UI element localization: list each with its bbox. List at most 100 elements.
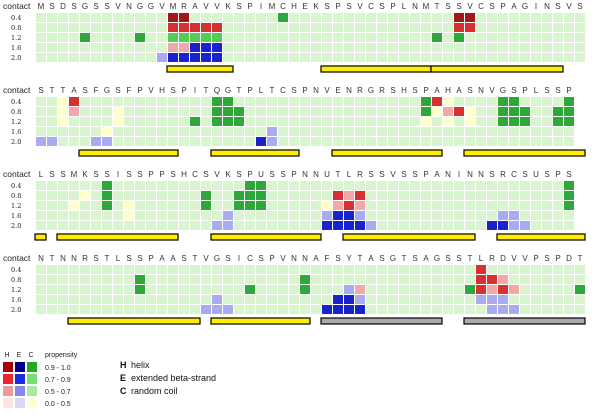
heatmap-cell xyxy=(454,127,464,136)
heatmap-cell xyxy=(344,53,354,62)
heatmap-cell xyxy=(278,97,288,106)
heatmap-cell xyxy=(124,53,134,62)
heatmap-cell xyxy=(498,107,508,116)
heatmap-cell xyxy=(476,201,486,210)
residue-letter: A xyxy=(192,2,198,11)
heatmap-cell xyxy=(344,305,354,314)
residue-letter: T xyxy=(435,2,440,11)
structure-bar xyxy=(342,233,476,241)
legend-key: C xyxy=(120,386,127,396)
heatmap-cell xyxy=(542,305,552,314)
heatmap-cell xyxy=(454,53,464,62)
heatmap-cell xyxy=(223,43,233,52)
heatmap-cell xyxy=(322,117,332,126)
heatmap-cell xyxy=(487,221,497,230)
heatmap-cell xyxy=(256,201,266,210)
residue-letter: S xyxy=(225,254,230,263)
heatmap-cell xyxy=(531,305,541,314)
heatmap-cell xyxy=(476,221,486,230)
heatmap-cell xyxy=(278,211,288,220)
heatmap-cell xyxy=(58,97,68,106)
heatmap-cell xyxy=(190,107,200,116)
residue-letter: V xyxy=(566,2,572,11)
heatmap-cell xyxy=(520,137,530,146)
heatmap-cell xyxy=(432,201,442,210)
heatmap-cell xyxy=(300,191,310,200)
heatmap-cell xyxy=(355,285,365,294)
contact-row-label: 1.2 xyxy=(11,118,21,126)
heatmap-cell xyxy=(476,33,486,42)
residue-letter: K xyxy=(225,170,231,179)
heatmap-cell xyxy=(102,275,112,284)
heatmap-cell xyxy=(47,97,57,106)
heatmap-cell xyxy=(465,221,475,230)
heatmap-cell xyxy=(179,285,189,294)
residue-letter: Q xyxy=(214,86,220,95)
heatmap-cell xyxy=(168,107,178,116)
heatmap-cell xyxy=(531,181,541,190)
heatmap-cell xyxy=(278,305,288,314)
heatmap-cell xyxy=(476,275,486,284)
heatmap-cell xyxy=(212,221,222,230)
heatmap-cell xyxy=(300,181,310,190)
heatmap-cell xyxy=(542,211,552,220)
heatmap-cell xyxy=(542,295,552,304)
heatmap-cell xyxy=(322,97,332,106)
heatmap-cell xyxy=(432,13,442,22)
residue-letter: V xyxy=(203,2,209,11)
heatmap-cell xyxy=(355,23,365,32)
heatmap-cell xyxy=(399,117,409,126)
heatmap-cell xyxy=(509,117,519,126)
heatmap-cell xyxy=(443,181,453,190)
residue-letter: T xyxy=(204,86,209,95)
heatmap-cell xyxy=(190,275,200,284)
heatmap-cell xyxy=(498,191,508,200)
heatmap-cell xyxy=(344,295,354,304)
contact-row-label: 0.4 xyxy=(11,182,21,190)
heatmap-cell xyxy=(454,221,464,230)
heatmap-cell xyxy=(443,13,453,22)
heatmap-cell xyxy=(542,43,552,52)
heatmap-cell xyxy=(388,53,398,62)
heatmap-cell xyxy=(278,23,288,32)
heatmap-cell xyxy=(256,221,266,230)
heatmap-cell xyxy=(311,53,321,62)
heatmap-cell xyxy=(454,117,464,126)
heatmap-cell xyxy=(124,265,134,274)
sequence-block-1: contact M S D S G S S V N G G V M R A V V K S P I M C H E K S P S V C S P… xyxy=(3,1,585,73)
residue-letter: P xyxy=(423,86,428,95)
heatmap-cell xyxy=(476,53,486,62)
heatmap-cell xyxy=(553,285,563,294)
heatmap-cell xyxy=(432,305,442,314)
heatmap-cell xyxy=(300,295,310,304)
heatmap-cell xyxy=(201,181,211,190)
heatmap-cell xyxy=(300,275,310,284)
heatmap-cell xyxy=(168,33,178,42)
heatmap-cell xyxy=(58,265,68,274)
heatmap-cell xyxy=(157,23,167,32)
residue-letter: I xyxy=(535,2,537,11)
contact-label: contact xyxy=(3,85,31,95)
heatmap-cell xyxy=(531,201,541,210)
residue-letter: S xyxy=(203,170,208,179)
residue-letter: N xyxy=(291,254,297,263)
heatmap-cell xyxy=(476,295,486,304)
heatmap-cell xyxy=(311,265,321,274)
heatmap-cell xyxy=(146,295,156,304)
heatmap-cell xyxy=(245,127,255,136)
heatmap-cell xyxy=(91,191,101,200)
heatmap-cell xyxy=(113,201,123,210)
heatmap-cell xyxy=(179,275,189,284)
residue-letter: S xyxy=(467,86,472,95)
residue-letter: S xyxy=(445,254,450,263)
heatmap-cell xyxy=(223,107,233,116)
heatmap-cell xyxy=(58,201,68,210)
heatmap-cell xyxy=(80,285,90,294)
heatmap-cell xyxy=(124,137,134,146)
heatmap-cell xyxy=(322,191,332,200)
heatmap-cell xyxy=(531,221,541,230)
heatmap-cell xyxy=(432,117,442,126)
residue-letter: V xyxy=(159,2,165,11)
heatmap-cell xyxy=(69,285,79,294)
contact-row-label: 0.8 xyxy=(11,24,21,32)
